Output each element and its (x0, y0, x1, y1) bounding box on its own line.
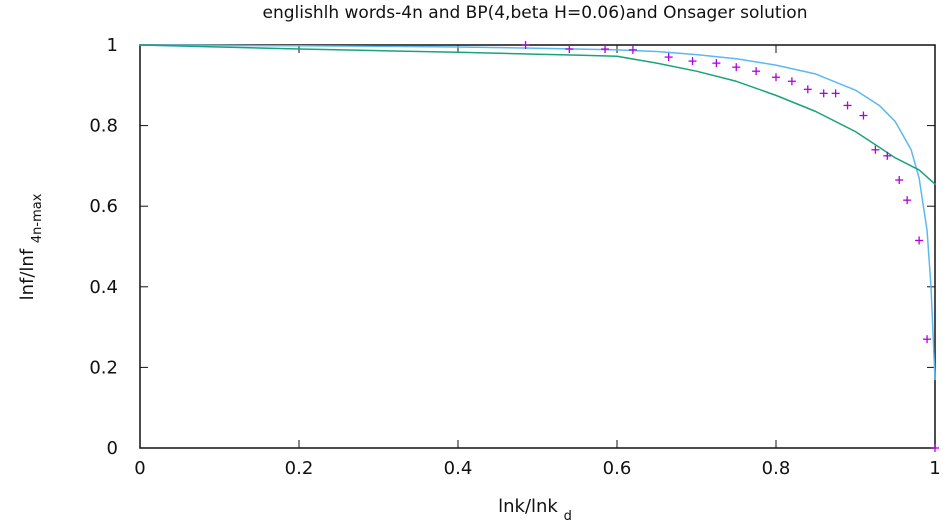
y-axis-label-sub: 4n-max (30, 193, 45, 243)
y-axis-label-main: lnf/lnf (17, 248, 38, 300)
scatter-point (521, 41, 530, 49)
scatter-point (915, 236, 924, 245)
scatter-point (895, 176, 904, 185)
scatter-point (831, 89, 840, 98)
scatter-point (688, 57, 697, 66)
y-axis-label: lnf/lnf 4n-max (17, 193, 45, 300)
scatter-point (931, 444, 939, 452)
scatter-point (803, 85, 812, 94)
y-tick-label: 0 (107, 438, 118, 459)
scatter-point (883, 151, 892, 160)
y-tick-label: 1 (107, 35, 118, 56)
scatter-point (787, 77, 796, 86)
x-tick-label: 0 (134, 458, 145, 479)
scatter-point (732, 63, 741, 72)
scatter-point (752, 67, 761, 76)
scatter-point (601, 45, 610, 54)
x-tick-label: 0.8 (762, 458, 791, 479)
x-axis-ticks: 0 0.2 0.4 0.6 0.8 1 (134, 45, 941, 479)
plot-border (139, 44, 936, 449)
scatter-point (664, 53, 673, 62)
x-tick-label: 0.4 (444, 458, 473, 479)
x-axis-label-sub: d (564, 509, 572, 524)
x-tick-label: 0.2 (285, 458, 314, 479)
x-tick-label: 0.6 (603, 458, 632, 479)
x-axis-label-main: lnk/lnk (498, 496, 558, 517)
chart-title: englishlh words-4n and BP(4,beta H=0.06)… (263, 3, 808, 23)
series-1-line (139, 44, 936, 381)
scatter-point (859, 111, 868, 120)
series-2-line (139, 44, 936, 185)
x-tick-label: 1 (929, 458, 940, 479)
scatter-point (843, 101, 852, 110)
scatter-point (772, 73, 780, 82)
y-tick-label: 0.2 (89, 357, 118, 378)
scatter-point (871, 145, 880, 154)
series-layer (139, 41, 939, 452)
scatter-point (712, 59, 721, 68)
scatter-point (923, 335, 932, 344)
scatter-point (565, 45, 574, 54)
y-axis-ticks: 0 0.2 0.4 0.6 0.8 1 (89, 35, 935, 459)
scatter-point (903, 196, 912, 205)
plot-frame (139, 44, 936, 449)
x-axis-label: lnk/lnk d (498, 496, 572, 524)
scatter-point (628, 45, 637, 54)
y-tick-label: 0.4 (89, 277, 118, 298)
y-tick-label: 0.6 (89, 196, 118, 217)
scatter-point (819, 89, 828, 98)
y-tick-label: 0.8 (89, 116, 118, 137)
